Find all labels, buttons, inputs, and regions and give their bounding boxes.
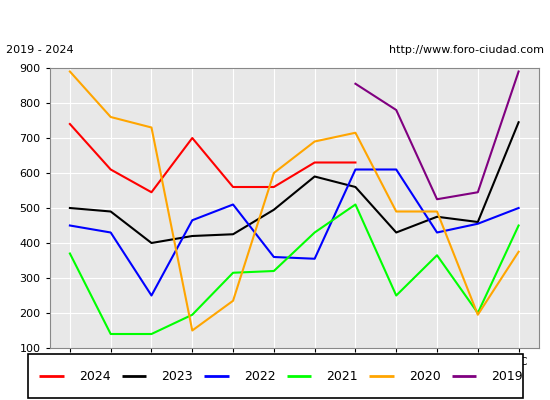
FancyBboxPatch shape [28, 354, 522, 398]
Text: 2023: 2023 [161, 370, 193, 382]
Text: 2019: 2019 [491, 370, 522, 382]
Text: 2019 - 2024: 2019 - 2024 [6, 45, 73, 55]
Text: 2022: 2022 [244, 370, 275, 382]
Text: Evolucion Nº Turistas Nacionales en el municipio de Beas: Evolucion Nº Turistas Nacionales en el m… [51, 11, 499, 25]
Text: http://www.foro-ciudad.com: http://www.foro-ciudad.com [389, 45, 544, 55]
Text: 2024: 2024 [79, 370, 110, 382]
Text: 2020: 2020 [409, 370, 441, 382]
Text: 2021: 2021 [326, 370, 358, 382]
